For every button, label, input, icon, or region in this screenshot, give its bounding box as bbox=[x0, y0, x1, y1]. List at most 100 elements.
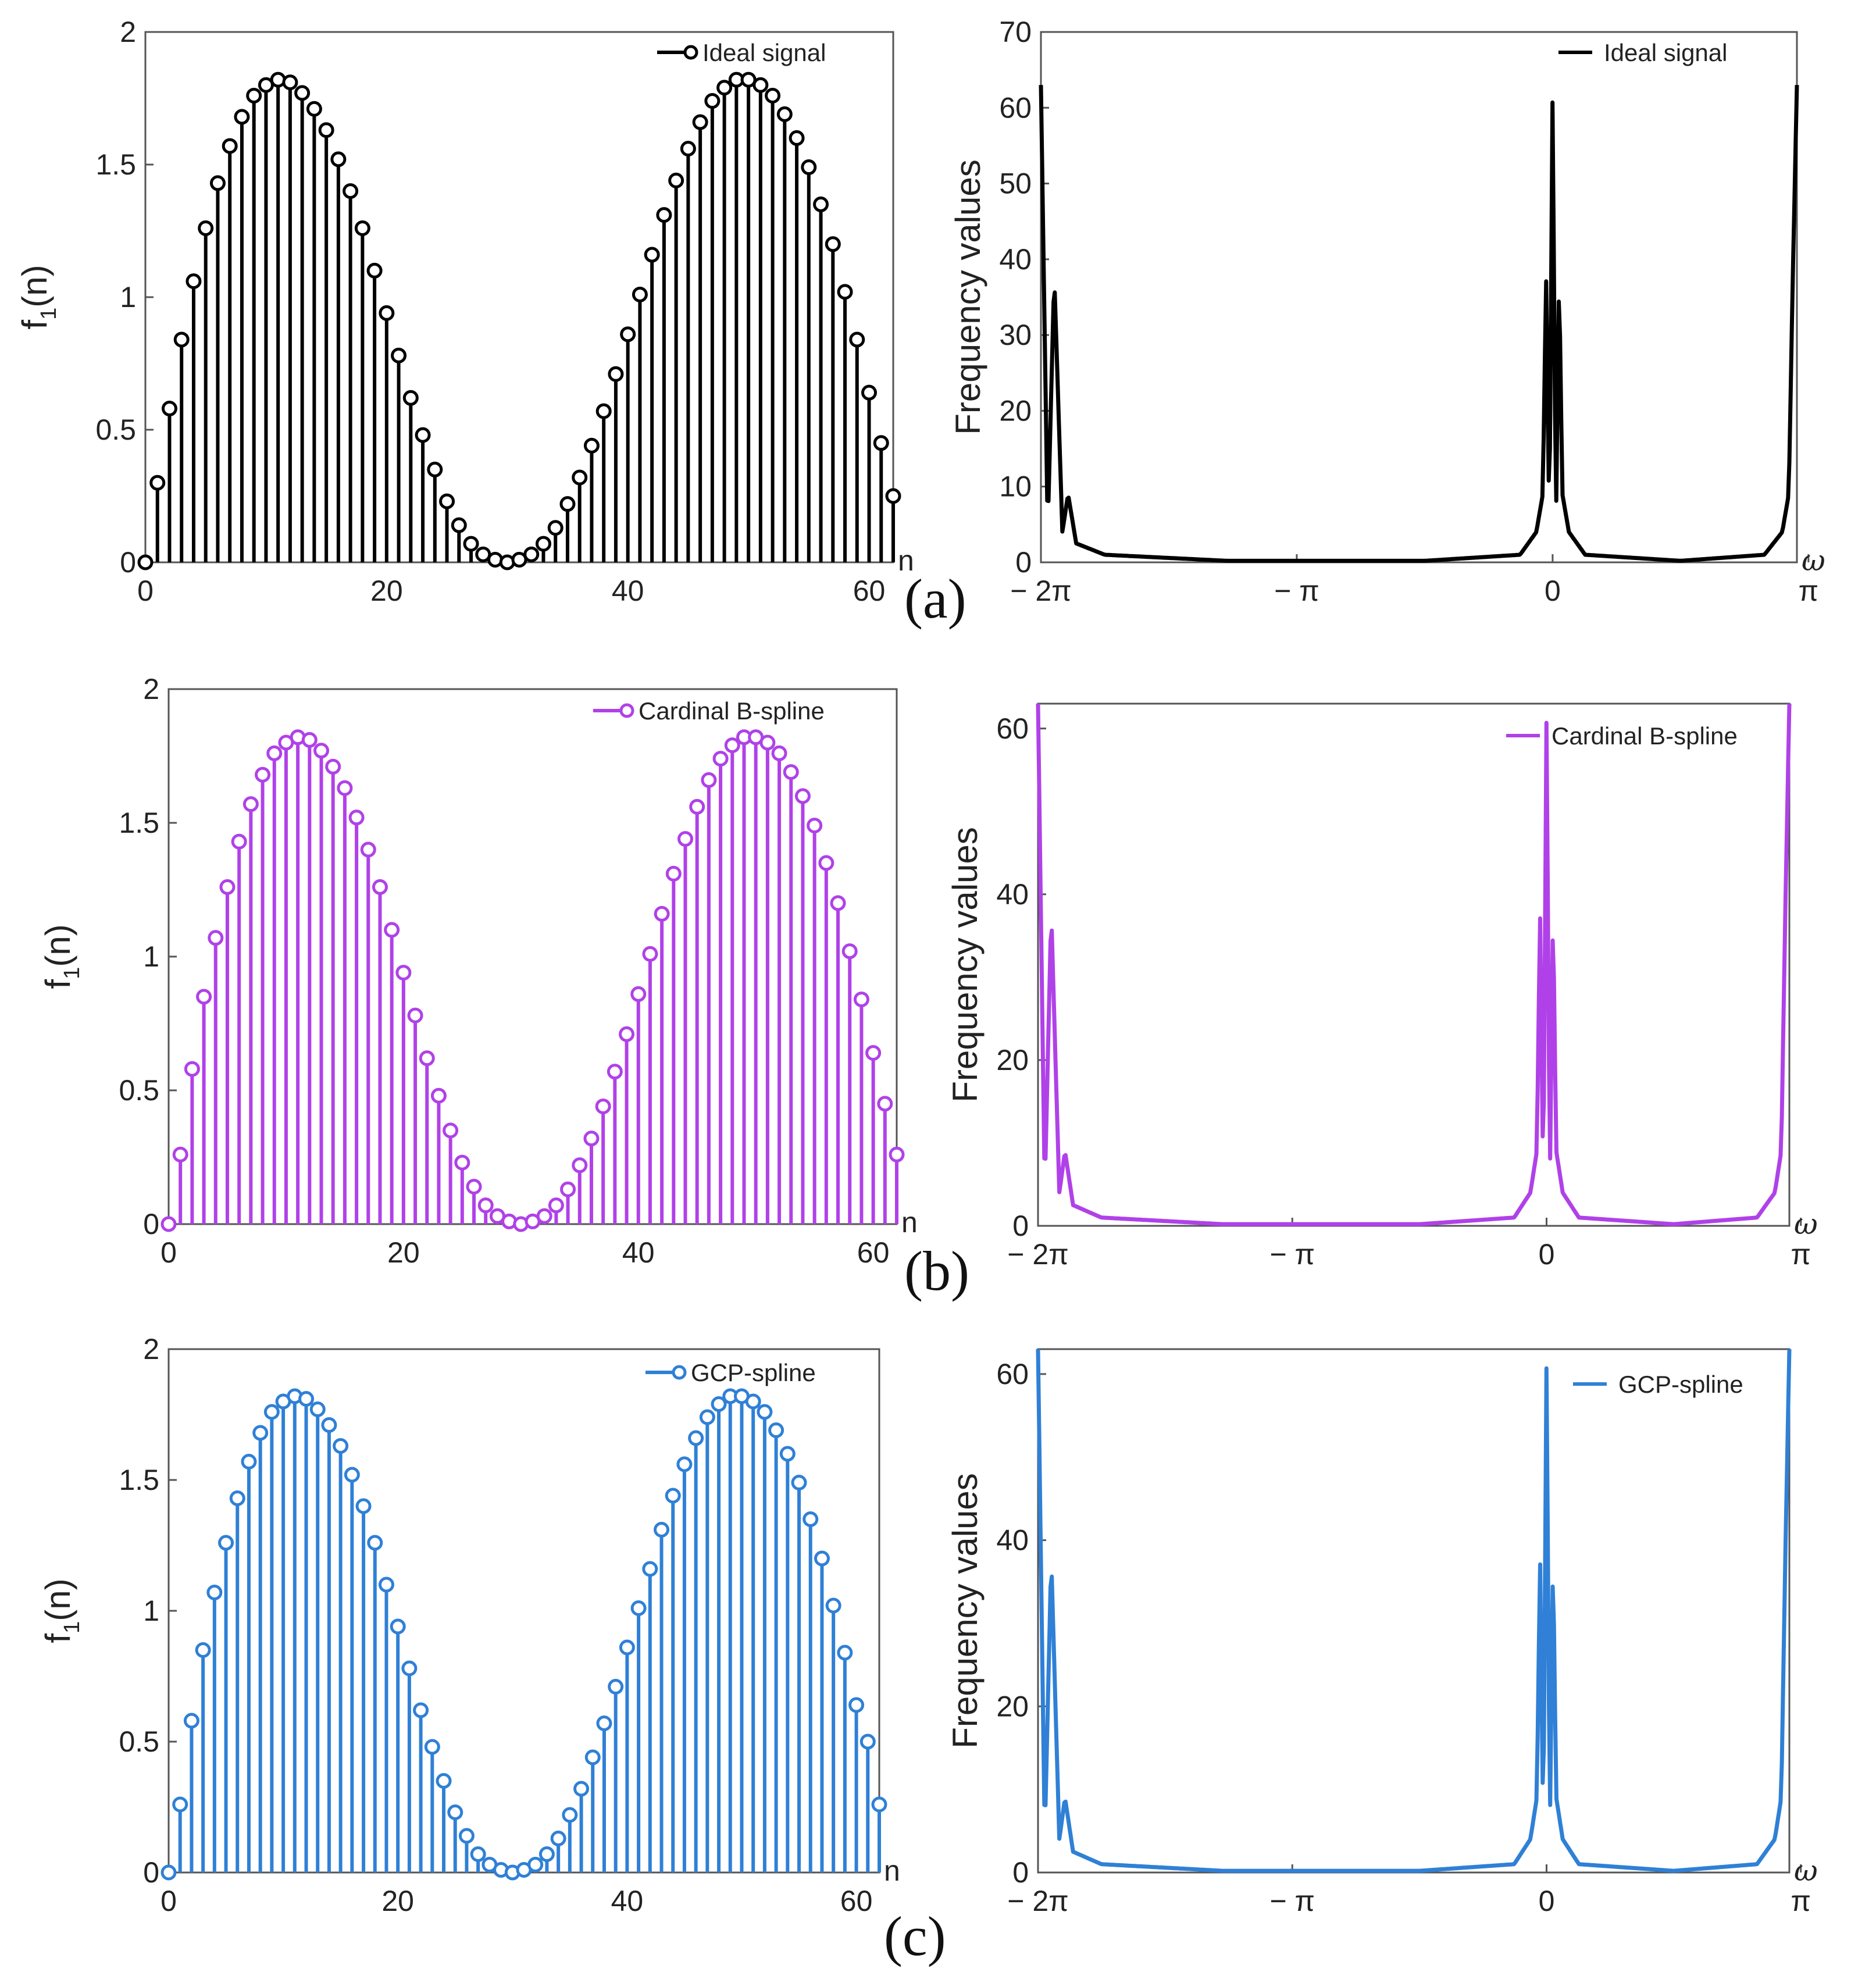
stem-marker bbox=[801, 159, 817, 176]
y-axis-label-subscript: 1 bbox=[60, 1621, 84, 1633]
stem-marker bbox=[759, 734, 776, 751]
stem-marker bbox=[642, 946, 658, 962]
y-axis-label-main: f bbox=[15, 320, 54, 330]
legend-label: GCP-spline bbox=[691, 1359, 816, 1386]
stem-marker bbox=[550, 1831, 566, 1846]
x-tick-label: 0 bbox=[1545, 575, 1561, 607]
stem-marker bbox=[186, 273, 202, 290]
legend-marker bbox=[672, 1365, 687, 1380]
y-tick-label: 0.5 bbox=[119, 1074, 159, 1107]
x-tick-label: 60 bbox=[840, 1885, 873, 1917]
stem-marker bbox=[825, 1597, 841, 1614]
stem-marker bbox=[343, 183, 359, 199]
stem-marker bbox=[367, 1535, 383, 1551]
x-tick-label: π bbox=[1791, 1238, 1811, 1271]
y-tick-label: 20 bbox=[999, 394, 1032, 427]
stem-marker bbox=[619, 1639, 635, 1656]
stem-marker bbox=[149, 475, 166, 491]
stem-marker bbox=[676, 1456, 693, 1472]
stem-marker bbox=[791, 1475, 807, 1490]
y-tick-label: 1 bbox=[120, 281, 136, 313]
y-tick-label: 1 bbox=[143, 940, 159, 973]
stem-marker bbox=[665, 865, 682, 882]
legend-label: GCP-spline bbox=[1618, 1371, 1743, 1398]
x-tick-label: 60 bbox=[853, 575, 886, 607]
stem-marker bbox=[447, 1804, 463, 1820]
legend-marker bbox=[683, 45, 698, 60]
y-tick-label: 0.5 bbox=[119, 1725, 159, 1758]
stem-marker bbox=[825, 236, 841, 252]
stem-marker bbox=[527, 1857, 544, 1872]
stem-marker bbox=[355, 1498, 372, 1514]
stem-marker bbox=[419, 1050, 435, 1067]
stem-marker bbox=[757, 1404, 773, 1420]
stem-marker bbox=[688, 1430, 704, 1446]
stem-marker bbox=[689, 798, 705, 815]
stem-marker bbox=[677, 831, 694, 847]
stem-marker bbox=[814, 1550, 830, 1567]
stem-marker bbox=[630, 1600, 647, 1616]
x-tick-label: 0 bbox=[161, 1885, 177, 1917]
stem-marker bbox=[266, 745, 283, 761]
stem-marker bbox=[704, 93, 721, 109]
stem-marker bbox=[430, 1087, 447, 1104]
stem-marker bbox=[559, 496, 576, 512]
stem-marker bbox=[877, 1096, 893, 1112]
y-tick-label: 0.5 bbox=[95, 413, 136, 446]
y-tick-label: 30 bbox=[999, 319, 1032, 351]
stem-marker bbox=[255, 766, 271, 783]
stem-marker bbox=[619, 1026, 635, 1042]
stem-marker bbox=[724, 737, 740, 754]
stem-marker bbox=[859, 1734, 876, 1750]
y-axis-label-subscript: 1 bbox=[37, 308, 61, 320]
stem-marker bbox=[330, 151, 347, 167]
stem-marker bbox=[656, 207, 672, 223]
y-axis-label: f1(n) bbox=[15, 265, 61, 329]
stem-marker bbox=[196, 989, 212, 1005]
stem-marker bbox=[885, 488, 901, 504]
x-tick-label: 0 bbox=[137, 575, 154, 607]
stem-marker bbox=[218, 1535, 234, 1551]
spectrum-line bbox=[1036, 703, 1792, 1226]
stem-marker bbox=[372, 879, 388, 895]
stem-marker bbox=[837, 1645, 853, 1661]
y-tick-label: 1.5 bbox=[119, 1464, 159, 1496]
stem-marker bbox=[219, 879, 236, 895]
stem-marker bbox=[137, 554, 154, 570]
stem-marker bbox=[572, 469, 588, 486]
stem-marker bbox=[231, 833, 247, 850]
stem-marker bbox=[161, 401, 177, 417]
stem-marker bbox=[865, 1045, 882, 1061]
legend-label: Cardinal B-spline bbox=[639, 697, 825, 725]
stem-marker bbox=[608, 1679, 624, 1695]
stem-marker bbox=[547, 520, 563, 536]
stem-marker bbox=[745, 1393, 761, 1410]
stem-marker bbox=[443, 1122, 459, 1139]
y-tick-label: 0 bbox=[120, 546, 136, 579]
stem-marker bbox=[402, 390, 419, 406]
y-tick-label: 0 bbox=[143, 1208, 159, 1240]
x-tick-label: 40 bbox=[622, 1236, 655, 1269]
stem-marker bbox=[360, 841, 376, 858]
stem-marker bbox=[309, 1401, 326, 1417]
y-tick-label: 70 bbox=[999, 16, 1032, 48]
stem-marker bbox=[711, 1396, 727, 1412]
stem-marker bbox=[424, 1739, 440, 1755]
y-axis-label-main: f bbox=[38, 1633, 77, 1643]
stem-marker bbox=[712, 751, 729, 767]
y-tick-label: 20 bbox=[996, 1690, 1029, 1722]
stem-marker bbox=[654, 1522, 670, 1538]
stem-marker bbox=[222, 138, 238, 154]
stem-marker bbox=[701, 772, 717, 788]
y-axis-label-subscript: 1 bbox=[60, 967, 84, 979]
stem-marker bbox=[378, 1576, 394, 1593]
stem-marker bbox=[573, 1781, 590, 1797]
stem-marker bbox=[608, 366, 624, 382]
x-tick-label: π bbox=[1799, 575, 1819, 607]
stem-marker bbox=[583, 437, 600, 454]
stem-marker bbox=[427, 461, 443, 477]
stem-marker bbox=[716, 80, 733, 96]
x-tick-label: 0 bbox=[1539, 1238, 1555, 1271]
